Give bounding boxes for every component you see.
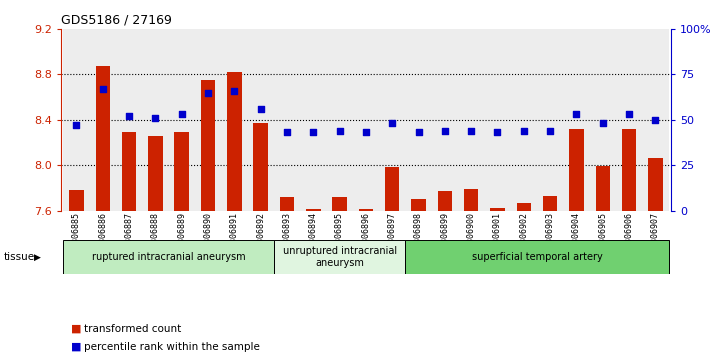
Bar [195,29,221,211]
Point [228,88,240,94]
Point [176,111,188,117]
Bar [326,29,353,211]
Bar [142,29,169,211]
Point [597,121,608,126]
Bar [116,29,142,211]
Bar [406,29,432,211]
Point [439,128,451,134]
Bar [464,189,478,211]
Point [360,130,371,135]
Bar [438,191,452,211]
Bar [149,136,163,211]
Text: unruptured intracranial
aneurysm: unruptured intracranial aneurysm [283,246,397,268]
Bar [648,158,663,211]
Point [650,117,661,123]
Bar [432,29,458,211]
Point [255,106,266,112]
Point [281,130,293,135]
Bar [537,29,563,211]
Bar [96,66,110,211]
Bar [622,129,636,211]
Bar [491,208,505,211]
Point [334,128,346,134]
Bar [379,29,406,211]
Bar [563,29,590,211]
Point [466,128,477,134]
Text: GDS5186 / 27169: GDS5186 / 27169 [61,13,171,26]
Bar [64,29,90,211]
Text: superficial temporal artery: superficial temporal artery [471,252,603,262]
Bar [385,167,399,211]
Bar [616,29,642,211]
Bar [90,29,116,211]
Bar [406,240,668,274]
Point [150,115,161,121]
Bar [248,29,274,211]
Text: ■: ■ [71,323,82,334]
Bar [595,166,610,211]
Bar [306,209,321,211]
Bar [590,29,616,211]
Bar [174,132,189,211]
Text: ▶: ▶ [34,253,41,261]
Point [386,121,398,126]
Text: transformed count: transformed count [84,323,181,334]
Bar [274,240,406,274]
Text: percentile rank within the sample: percentile rank within the sample [84,342,260,352]
Bar [274,29,300,211]
Point [202,90,213,95]
Bar [569,129,583,211]
Point [623,111,635,117]
Bar [411,199,426,211]
Bar [458,29,484,211]
Point [97,86,109,92]
Bar [358,209,373,211]
Point [518,128,530,134]
Text: tissue: tissue [4,252,35,262]
Bar [333,197,347,211]
Point [71,122,82,128]
Text: ■: ■ [71,342,82,352]
Bar [221,29,248,211]
Point [570,111,582,117]
Point [413,130,424,135]
Bar [280,197,294,211]
Bar [69,190,84,211]
Bar [511,29,537,211]
Bar [543,196,558,211]
Bar [169,29,195,211]
Bar [353,29,379,211]
Point [308,130,319,135]
Bar [253,123,268,211]
Bar [484,29,511,211]
Point [124,113,135,119]
Bar [201,80,216,211]
Bar [300,29,326,211]
Text: ruptured intracranial aneurysm: ruptured intracranial aneurysm [92,252,246,262]
Bar [642,29,668,211]
Point [492,130,503,135]
Bar [227,72,241,211]
Bar [516,203,531,211]
Bar [64,240,274,274]
Bar [122,132,136,211]
Point [544,128,555,134]
